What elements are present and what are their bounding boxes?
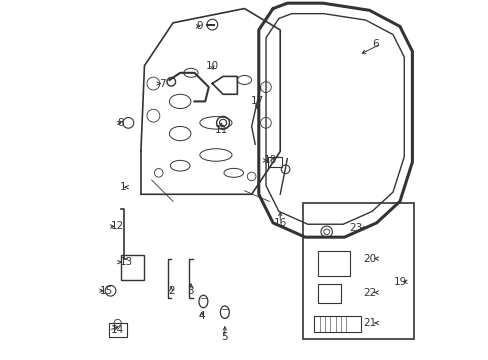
Text: 23: 23 bbox=[348, 223, 362, 233]
Text: 17: 17 bbox=[250, 96, 263, 107]
Text: 8: 8 bbox=[118, 118, 124, 128]
Bar bbox=[317, 284, 340, 303]
Text: 14: 14 bbox=[110, 325, 123, 335]
Text: 5: 5 bbox=[221, 332, 228, 342]
Bar bbox=[303, 203, 413, 339]
Text: 21: 21 bbox=[363, 318, 376, 328]
Text: 18: 18 bbox=[264, 156, 277, 165]
Text: 15: 15 bbox=[100, 286, 113, 296]
Text: 22: 22 bbox=[363, 288, 376, 297]
Text: 11: 11 bbox=[214, 125, 227, 135]
Text: 4: 4 bbox=[198, 311, 204, 321]
Bar bbox=[313, 316, 360, 332]
Text: 16: 16 bbox=[273, 218, 286, 228]
Bar bbox=[267, 157, 282, 167]
Text: 7: 7 bbox=[159, 78, 165, 89]
Bar bbox=[121, 255, 144, 280]
Bar bbox=[317, 251, 349, 276]
Text: 3: 3 bbox=[187, 286, 194, 296]
Bar bbox=[108, 323, 126, 337]
Text: 10: 10 bbox=[205, 61, 219, 71]
Text: 1: 1 bbox=[120, 182, 126, 192]
Text: 20: 20 bbox=[363, 253, 376, 264]
Text: 19: 19 bbox=[393, 277, 406, 287]
Text: 13: 13 bbox=[119, 257, 132, 267]
Text: 12: 12 bbox=[110, 221, 123, 231]
Text: 2: 2 bbox=[167, 286, 174, 296]
Text: 9: 9 bbox=[196, 21, 203, 31]
Text: 6: 6 bbox=[371, 39, 378, 49]
